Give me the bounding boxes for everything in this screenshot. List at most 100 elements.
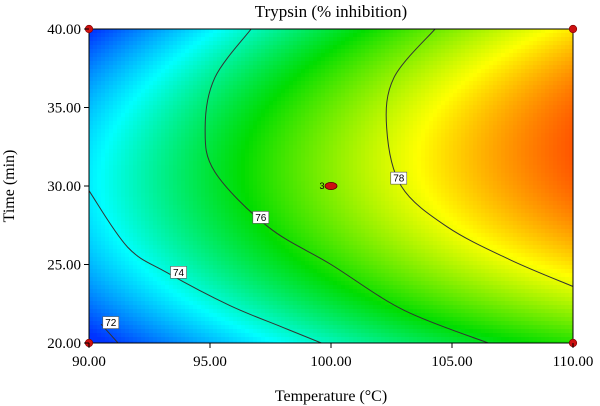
surface-cell [189,49,194,54]
surface-cell [177,313,182,318]
surface-cell [117,165,122,170]
surface-cell [225,125,230,130]
surface-cell [273,29,278,34]
surface-cell [281,53,286,58]
surface-cell [253,185,258,190]
surface-cell [181,73,186,78]
surface-cell [201,53,206,58]
surface-cell [233,293,238,298]
surface-cell [277,157,282,162]
surface-cell [285,125,290,130]
surface-cell [293,333,298,338]
surface-cell [165,321,170,326]
surface-cell [293,49,298,54]
surface-cell [333,97,338,102]
surface-cell [117,221,122,226]
surface-cell [109,189,114,194]
surface-cell [169,209,174,214]
surface-cell [297,157,302,162]
surface-cell [193,329,198,334]
surface-cell [201,261,206,266]
surface-cell [269,301,274,306]
surface-cell [117,77,122,82]
surface-cell [137,321,142,326]
surface-cell [189,245,194,250]
surface-cell [97,129,102,134]
surface-cell [337,141,342,146]
surface-cell [337,181,342,186]
surface-cell [213,137,218,142]
surface-cell [245,77,250,82]
surface-cell [329,281,334,286]
surface-cell [329,237,334,242]
surface-cell [177,337,182,342]
surface-cell [205,213,210,218]
surface-cell [289,341,294,343]
surface-cell [161,289,166,294]
surface-cell [149,85,154,90]
surface-cell [185,245,190,250]
surface-cell [233,305,238,310]
surface-cell [89,113,94,118]
surface-cell [257,261,262,266]
surface-cell [237,209,242,214]
surface-cell [273,69,278,74]
surface-cell [261,89,266,94]
surface-cell [137,269,142,274]
surface-cell [161,221,166,226]
surface-cell [213,293,218,298]
surface-cell [313,53,318,58]
surface-cell [241,161,246,166]
surface-cell [285,261,290,266]
surface-cell [293,37,298,42]
surface-cell [181,253,186,258]
surface-cell [317,125,322,130]
surface-cell [97,97,102,102]
surface-cell [197,257,202,262]
surface-cell [309,53,314,58]
surface-cell [305,233,310,238]
surface-cell [265,45,270,50]
surface-cell [293,233,298,238]
surface-cell [109,293,114,298]
surface-cell [305,177,310,182]
surface-cell [289,241,294,246]
surface-cell [233,69,238,74]
surface-cell [117,249,122,254]
surface-cell [201,265,206,270]
surface-cell [293,69,298,74]
surface-cell [233,145,238,150]
surface-cell [209,233,214,238]
surface-cell [185,285,190,290]
surface-cell [173,97,178,102]
surface-cell [181,237,186,242]
surface-cell [145,277,150,282]
surface-cell [297,217,302,222]
surface-cell [121,317,126,322]
surface-cell [333,145,338,150]
surface-cell [133,277,138,282]
surface-cell [309,121,314,126]
surface-cell [129,73,134,78]
surface-cell [325,221,330,226]
surface-cell [133,121,138,126]
surface-cell [113,105,118,110]
surface-cell [173,65,178,70]
surface-cell [101,245,106,250]
surface-cell [129,133,134,138]
surface-cell [185,125,190,130]
surface-cell [313,153,318,158]
surface-cell [89,297,94,302]
surface-cell [133,153,138,158]
surface-cell [169,213,174,218]
surface-cell [193,313,198,318]
surface-cell [165,57,170,62]
surface-cell [241,121,246,126]
surface-cell [177,89,182,94]
surface-cell [109,41,114,46]
surface-cell [301,237,306,242]
surface-cell [325,29,330,34]
surface-cell [97,341,102,343]
surface-cell [305,157,310,162]
surface-cell [229,169,234,174]
